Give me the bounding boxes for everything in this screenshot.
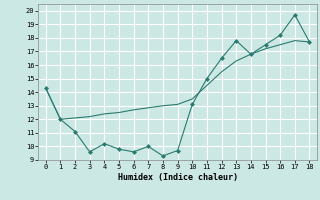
X-axis label: Humidex (Indice chaleur): Humidex (Indice chaleur) [118, 173, 238, 182]
